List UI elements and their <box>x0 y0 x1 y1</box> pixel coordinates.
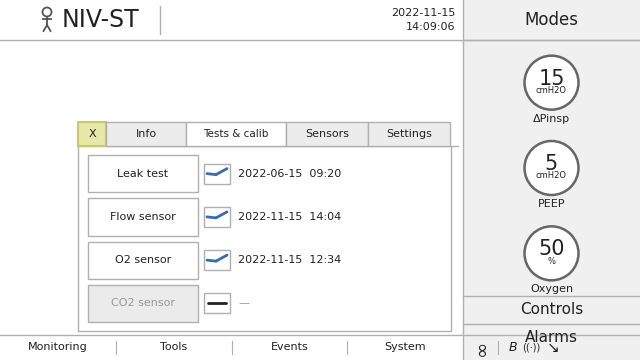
Text: —: — <box>238 298 249 309</box>
Text: 50: 50 <box>538 239 564 259</box>
Text: Settings: Settings <box>386 129 432 139</box>
Bar <box>78 122 106 146</box>
Circle shape <box>525 56 579 110</box>
Text: Info: Info <box>136 129 157 139</box>
Text: Flow sensor: Flow sensor <box>110 212 176 222</box>
Text: Tests & calib: Tests & calib <box>204 129 269 139</box>
Text: 15: 15 <box>538 69 564 89</box>
Bar <box>204 164 230 184</box>
Text: Controls: Controls <box>520 302 583 318</box>
Text: ((·)): ((·)) <box>522 342 540 352</box>
Text: cmH2O: cmH2O <box>536 171 567 180</box>
Bar <box>106 122 186 146</box>
Bar <box>204 293 230 313</box>
Text: Events: Events <box>271 342 308 352</box>
Bar <box>88 285 198 322</box>
Text: ΔPinsp: ΔPinsp <box>533 114 570 124</box>
Bar <box>463 0 640 360</box>
Text: Monitoring: Monitoring <box>28 342 88 352</box>
Bar <box>88 155 198 192</box>
Text: Sensors: Sensors <box>305 129 349 139</box>
Text: O2 sensor: O2 sensor <box>115 255 171 265</box>
Bar <box>286 122 368 146</box>
Text: PEEP: PEEP <box>538 199 565 209</box>
Bar <box>186 122 286 146</box>
Text: 14:09:06: 14:09:06 <box>406 22 455 32</box>
Text: 2022-11-15  14:04: 2022-11-15 14:04 <box>238 212 341 222</box>
Text: CO2 sensor: CO2 sensor <box>111 298 175 309</box>
Text: System: System <box>384 342 426 352</box>
Text: %: % <box>547 257 556 266</box>
Text: Oxygen: Oxygen <box>530 284 573 294</box>
Bar <box>204 207 230 227</box>
Text: ↘: ↘ <box>547 340 559 355</box>
Text: Tools: Tools <box>160 342 188 352</box>
Text: Modes: Modes <box>525 11 579 29</box>
Text: Leak test: Leak test <box>117 168 168 179</box>
Text: 2022-11-15: 2022-11-15 <box>390 8 455 18</box>
Text: cmH2O: cmH2O <box>536 86 567 95</box>
Bar <box>88 242 198 279</box>
Text: ∞: ∞ <box>472 339 490 356</box>
Text: 2022-11-15  12:34: 2022-11-15 12:34 <box>238 255 341 265</box>
Bar <box>78 146 451 331</box>
Circle shape <box>525 141 579 195</box>
Bar <box>204 250 230 270</box>
Circle shape <box>525 226 579 280</box>
Text: X: X <box>88 129 96 139</box>
Text: B: B <box>509 341 517 354</box>
Text: Alarms: Alarms <box>525 330 578 346</box>
Text: 5: 5 <box>545 154 558 174</box>
Text: NIV-ST: NIV-ST <box>62 8 140 32</box>
Bar <box>88 198 198 235</box>
Text: 2022-06-15  09:20: 2022-06-15 09:20 <box>238 168 341 179</box>
Bar <box>368 122 450 146</box>
